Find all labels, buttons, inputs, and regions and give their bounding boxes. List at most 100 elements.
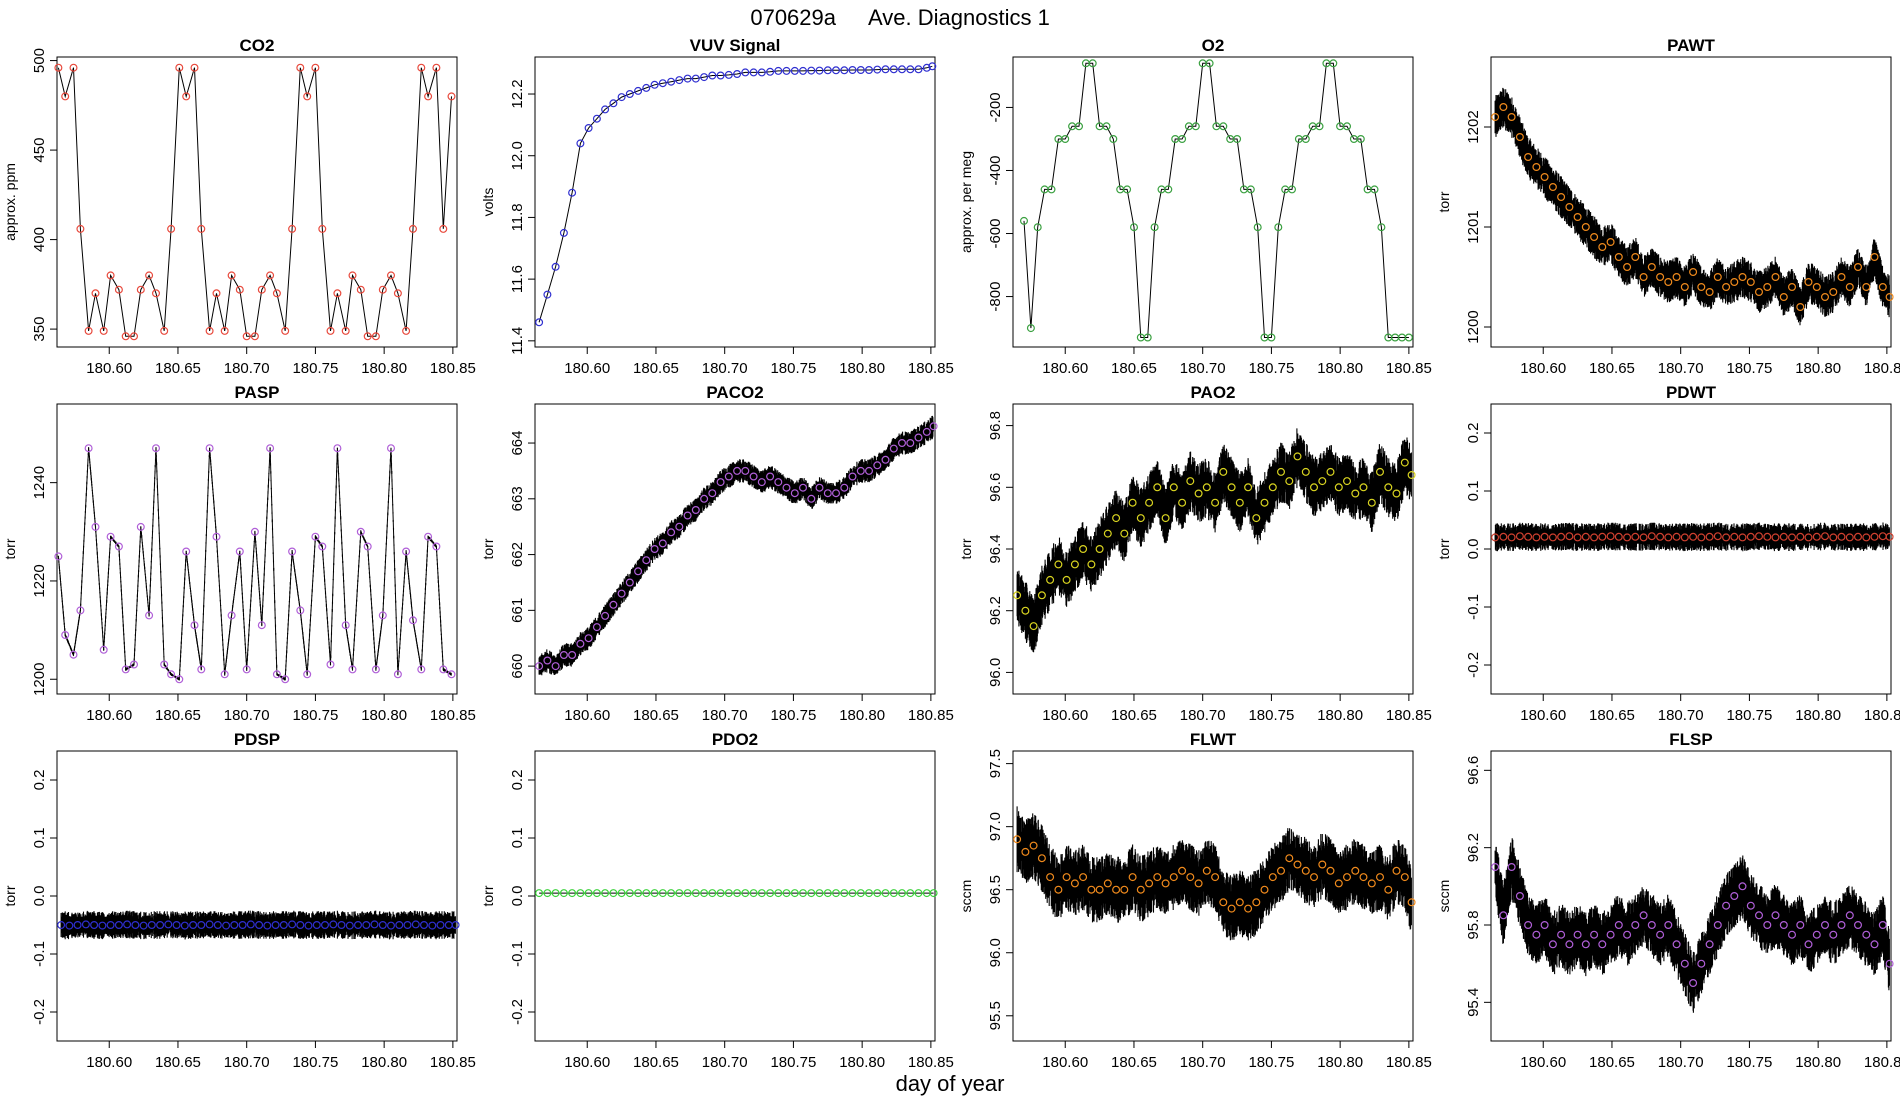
pdo2-point [873,889,882,898]
co2-point [303,92,312,101]
pawt-point [1631,253,1640,262]
pao2-point [1136,514,1145,523]
paco2-xtick-label: 180.60 [564,707,610,724]
co2-point [235,285,244,294]
panel-o2: O2 approx. per meg 180.60 180.65 180.70 180.7… [958,36,1432,377]
flsp-point [1499,911,1508,920]
pasp-point [439,665,448,674]
o2-point [1301,135,1310,144]
pawt-point [1885,293,1894,302]
flwt-point [1244,904,1253,913]
vuv-point [922,63,931,72]
pao2-point [1186,477,1195,486]
pawt-xtick-label: 180.80 [1795,360,1841,377]
pdwt-point [1581,532,1590,541]
pao2-point [1326,467,1335,476]
flwt-xtick-label: 180.65 [1111,1054,1157,1071]
pasp-point [371,665,380,674]
pasp-ytick-label: 1240 [31,466,48,499]
pao2-point [1046,575,1055,584]
pdo2-xtick-label: 180.70 [702,1054,748,1071]
co2-point [175,63,184,72]
pawt-point [1862,283,1871,292]
pdsp-series-line [61,923,456,927]
pdwt-point [1664,533,1673,542]
vuv-point [724,70,733,79]
pdsp-point [164,920,173,929]
pao2-point [1301,467,1310,476]
pasp-point [272,670,281,679]
pasp-point [76,606,85,615]
pawt-point [1779,293,1788,302]
flwt-xtick-label: 180.60 [1042,1054,1088,1071]
co2-point [409,224,418,233]
paco2-xtick-label: 180.65 [633,707,679,724]
pawt-point [1713,273,1722,282]
o2-point [1143,333,1152,342]
pdwt-xtick-label: 180.80 [1795,707,1841,724]
o2-point [1088,59,1097,68]
flsp-point [1647,920,1656,929]
pdsp-point [156,920,165,929]
pdwt-xtick-label: 180.60 [1520,707,1566,724]
pdsp-point [378,920,387,929]
pao2-title: PAO2 [1190,383,1235,402]
flwt-point [1293,860,1302,869]
flsp-point [1878,920,1887,929]
pawt-title: PAWT [1667,36,1715,55]
flwt-point [1334,879,1343,888]
o2-point [1178,135,1187,144]
flsp-point [1763,920,1772,929]
flwt-point [1103,879,1112,888]
pdo2-point [543,889,552,898]
pdsp-point [90,920,99,929]
vuv-point [543,290,552,299]
pdsp-point [65,921,74,930]
flwt-point [1375,873,1384,882]
pawt-point [1672,273,1681,282]
paco2-plot-frame [534,403,936,695]
vuv-point [691,74,700,83]
pdwt-ytick-label: 0.2 [1465,423,1482,444]
flsp-point [1532,930,1541,939]
pao2-noise-band [1016,428,1412,653]
co2-xtick-label: 180.85 [430,360,476,377]
co2-xtick-label: 180.80 [361,360,407,377]
o2-point [1233,135,1242,144]
co2-point [447,92,456,101]
pao2-point [1103,529,1112,538]
pao2-point [1202,483,1211,492]
vuv-point [658,79,667,88]
pdwt-point [1598,532,1607,541]
pdo2-point [667,889,676,898]
flsp-point [1738,882,1747,891]
vuv-plot-frame [534,56,936,348]
pdwt-point [1515,532,1524,541]
co2-point [91,289,100,298]
pdo2-point [658,889,667,898]
pdo2-point [601,889,610,898]
paco2-point [609,600,618,609]
vuv-point [683,74,692,83]
pdsp-point [263,921,272,930]
co2-point [197,224,206,233]
flsp-xtick-label: 180.75 [1726,1054,1772,1071]
flsp-point [1771,911,1780,920]
flsp-point [1631,920,1640,929]
pdsp-point [255,920,264,929]
o2-title: O2 [1202,36,1225,55]
co2-point [326,326,335,335]
panel-pao2: PAO2 torr 180.60 180.65 180.70 180.75 180.80 18… [958,383,1432,724]
paco2-point [535,662,544,671]
paco2-xtick-label: 180.85 [908,707,954,724]
co2-point [387,271,396,280]
pawt-point [1647,263,1656,272]
pdwt-point [1730,532,1739,541]
vuv-xtick-label: 180.75 [770,360,816,377]
pdo2-point [914,889,923,898]
pdwt-point [1573,533,1582,542]
flwt-point [1359,873,1368,882]
paco2-ytick-label: 660 [509,654,526,679]
pdsp-point [428,921,437,930]
pasp-xtick-label: 180.80 [361,707,407,724]
